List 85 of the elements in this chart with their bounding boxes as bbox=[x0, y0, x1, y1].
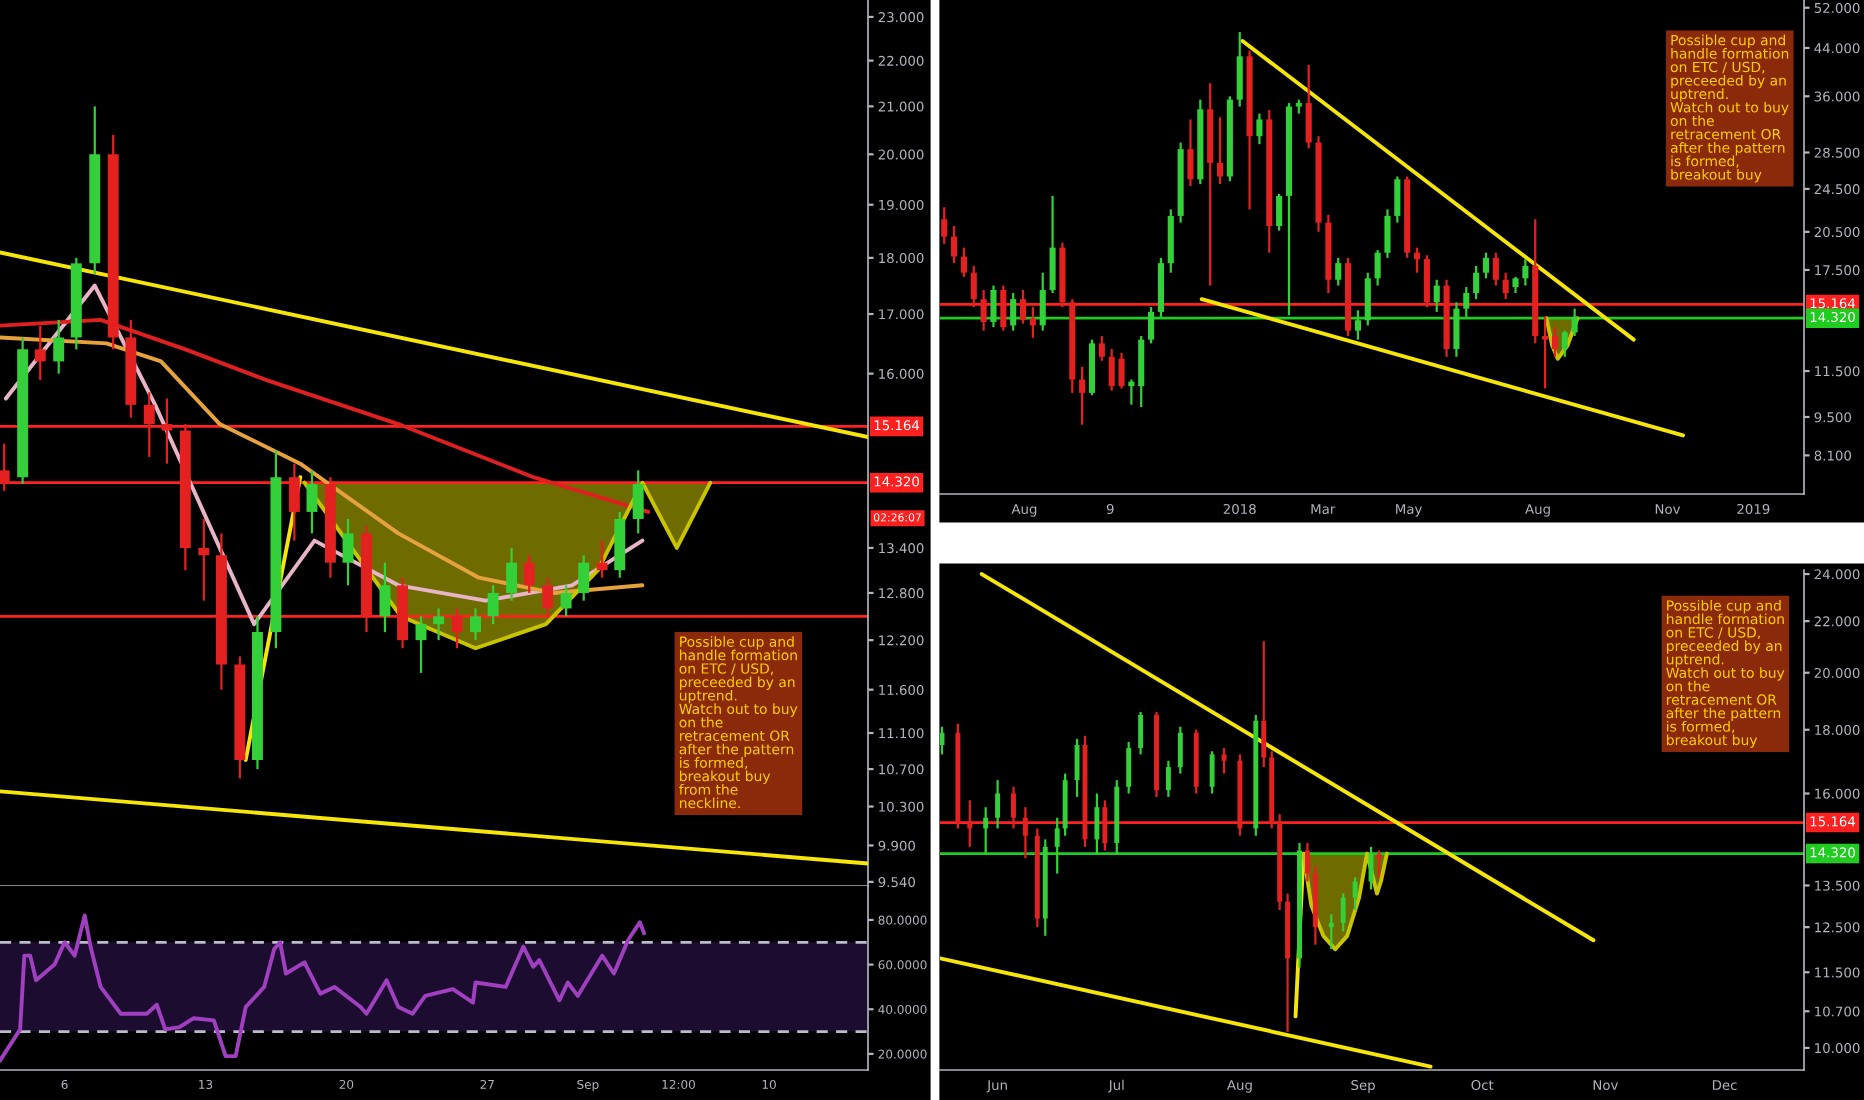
candlestick bbox=[951, 224, 958, 265]
candlestick bbox=[1022, 806, 1028, 860]
candlestick bbox=[1098, 334, 1105, 362]
candlestick bbox=[1094, 792, 1100, 856]
candlestick bbox=[161, 397, 173, 465]
candlestick bbox=[1276, 192, 1283, 232]
candlestick bbox=[1502, 271, 1509, 301]
candlestick bbox=[1463, 285, 1470, 318]
candlestick bbox=[1374, 249, 1381, 287]
candlestick bbox=[1011, 785, 1016, 830]
candlestick bbox=[1542, 315, 1549, 390]
candlestick bbox=[1054, 816, 1060, 875]
candlestick bbox=[1433, 278, 1440, 314]
candlestick bbox=[1074, 737, 1080, 799]
candlestick bbox=[1148, 305, 1155, 345]
candlestick bbox=[1165, 759, 1171, 799]
candlestick bbox=[1138, 710, 1144, 756]
candlestick bbox=[415, 615, 427, 675]
candlestick bbox=[578, 554, 590, 602]
candlestick bbox=[542, 576, 554, 618]
candlestick bbox=[451, 607, 463, 650]
candlestick bbox=[1221, 747, 1227, 775]
candlestick bbox=[1571, 307, 1578, 338]
candlestick bbox=[995, 779, 1001, 830]
candlestick bbox=[1335, 256, 1342, 287]
candlestick bbox=[379, 561, 391, 634]
candlestick bbox=[1138, 334, 1145, 409]
candlestick bbox=[1049, 194, 1056, 295]
candlestick bbox=[1376, 849, 1382, 879]
candlestick bbox=[53, 318, 65, 375]
candlestick bbox=[1102, 799, 1108, 852]
candlestick bbox=[980, 288, 987, 332]
candlestick bbox=[1482, 251, 1490, 280]
candlestick bbox=[983, 806, 989, 856]
candlestick bbox=[1423, 254, 1430, 309]
candlestick bbox=[1492, 251, 1499, 287]
candlestick bbox=[1352, 876, 1358, 912]
candlestick bbox=[1340, 892, 1346, 933]
candlestick bbox=[1236, 30, 1243, 108]
candlestick bbox=[1551, 326, 1558, 358]
candlestick bbox=[306, 469, 318, 535]
candlestick bbox=[967, 799, 973, 848]
candlestick bbox=[1384, 208, 1391, 259]
candlestick bbox=[1561, 329, 1568, 358]
candlestick bbox=[1305, 63, 1312, 150]
candlestick bbox=[288, 462, 300, 542]
candlestick bbox=[1019, 288, 1027, 325]
candlestick bbox=[523, 554, 535, 595]
candlestick bbox=[970, 264, 977, 309]
candlestick bbox=[1126, 740, 1132, 795]
candlestick bbox=[1187, 118, 1194, 188]
candlestick bbox=[198, 517, 210, 602]
candlestick bbox=[506, 546, 518, 602]
candlestick bbox=[143, 391, 155, 459]
candlestick bbox=[1177, 725, 1183, 775]
candlestick bbox=[342, 517, 354, 587]
candlestick bbox=[1010, 291, 1017, 332]
candlestick bbox=[1000, 284, 1007, 332]
candlestick bbox=[1209, 750, 1215, 795]
candlestick bbox=[1039, 271, 1046, 332]
candlestick bbox=[1216, 116, 1224, 186]
candlestick bbox=[34, 324, 46, 381]
candlestick bbox=[1256, 112, 1263, 146]
candlestick bbox=[487, 584, 499, 626]
candlestick bbox=[1354, 309, 1361, 341]
candlestick bbox=[1304, 841, 1310, 883]
candlestick bbox=[941, 206, 948, 245]
candlestick bbox=[1079, 365, 1086, 426]
candlestick bbox=[960, 246, 967, 279]
candlestick bbox=[1522, 258, 1529, 287]
candlestick bbox=[0, 442, 10, 493]
candlestick bbox=[1394, 175, 1401, 224]
candlestick bbox=[1453, 301, 1460, 358]
candlestick bbox=[1328, 913, 1334, 951]
candlestick bbox=[433, 607, 445, 642]
candlestick bbox=[1364, 271, 1371, 327]
candlestick bbox=[596, 539, 608, 579]
candlestick bbox=[560, 584, 572, 618]
candlestick bbox=[1413, 246, 1421, 274]
candlestick bbox=[1167, 208, 1174, 274]
candlestick bbox=[990, 284, 997, 329]
candlestick bbox=[632, 469, 644, 535]
candlestick bbox=[1261, 640, 1267, 769]
candlestick bbox=[1473, 264, 1480, 301]
candlestick bbox=[470, 607, 481, 642]
